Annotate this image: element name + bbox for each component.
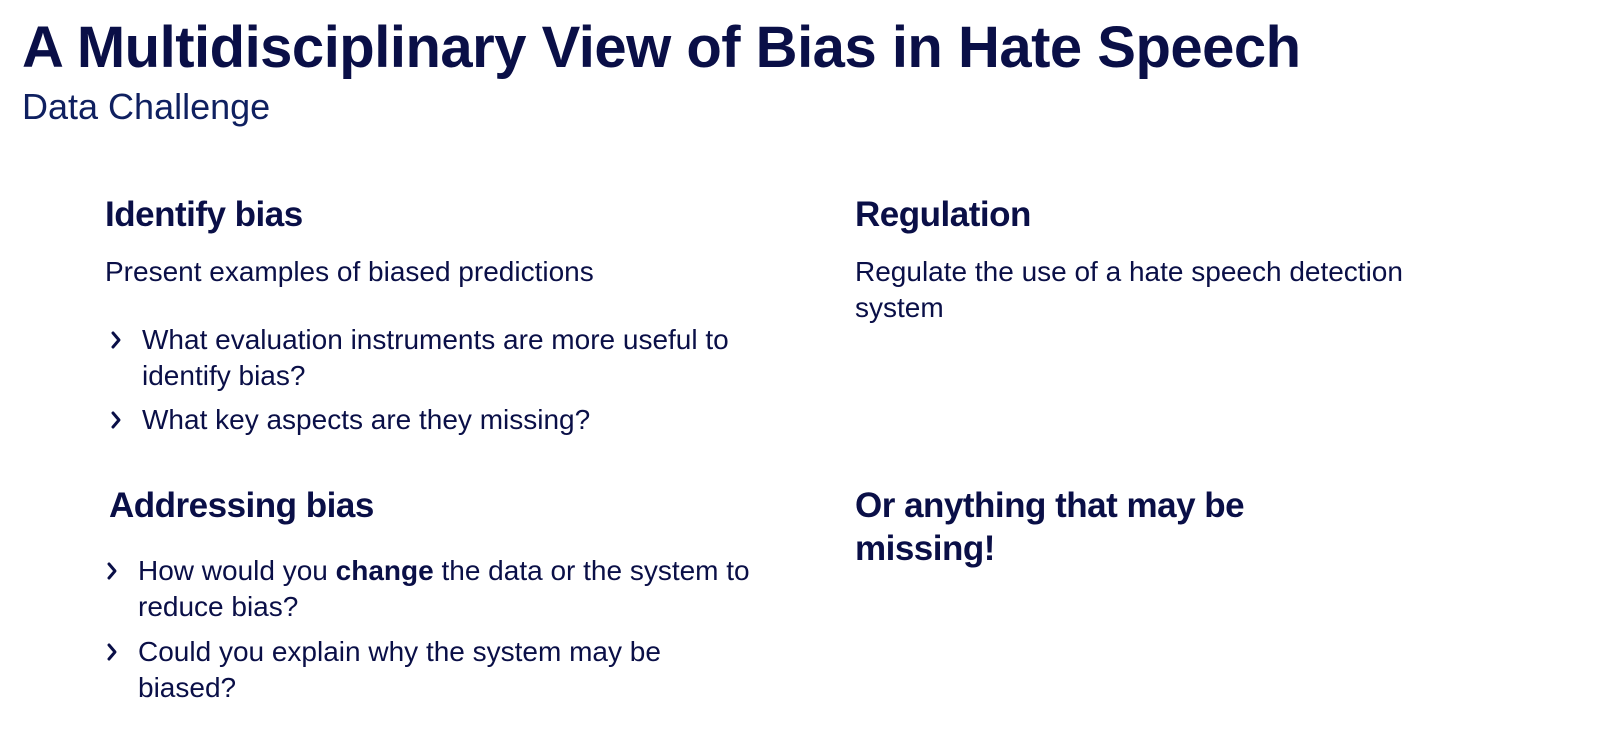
identify-bullet-2-text: What key aspects are they missing? — [142, 404, 591, 435]
chevron-right-icon — [103, 553, 123, 589]
regulation-text: Regulate the use of a hate speech detect… — [855, 256, 1403, 323]
addressing-bullet-1: How would you change the data or the sys… — [138, 553, 798, 625]
identify-bias-intro: Present examples of biased predictions — [105, 256, 594, 287]
addressing-bullet-1-after: the data or the system to reduce bias? — [138, 555, 750, 622]
chevron-right-icon — [103, 634, 123, 670]
addressing-bullet-1-bold: change — [335, 555, 434, 586]
slide-subtitle: Data Challenge — [22, 86, 271, 127]
identify-bullet-2: What key aspects are they missing? — [142, 402, 782, 438]
identify-bullet-1-text: What evaluation instruments are more use… — [142, 324, 729, 391]
addressing-bullet-2-text: Could you explain why the system may be … — [138, 636, 661, 703]
addressing-bullet-2: Could you explain why the system may be … — [138, 634, 758, 706]
other-heading: Or anything that may be missing! — [855, 486, 1245, 568]
identify-bias-heading: Identify bias — [105, 195, 303, 234]
chevron-right-icon — [107, 322, 127, 358]
regulation-heading: Regulation — [855, 195, 1031, 234]
addressing-bias-heading: Addressing bias — [109, 486, 374, 525]
slide-title: A Multidisciplinary View of Bias in Hate… — [22, 15, 1301, 80]
chevron-right-icon — [107, 402, 127, 438]
identify-bullet-1: What evaluation instruments are more use… — [142, 322, 782, 394]
addressing-bullet-1-before: How would you — [138, 555, 336, 586]
